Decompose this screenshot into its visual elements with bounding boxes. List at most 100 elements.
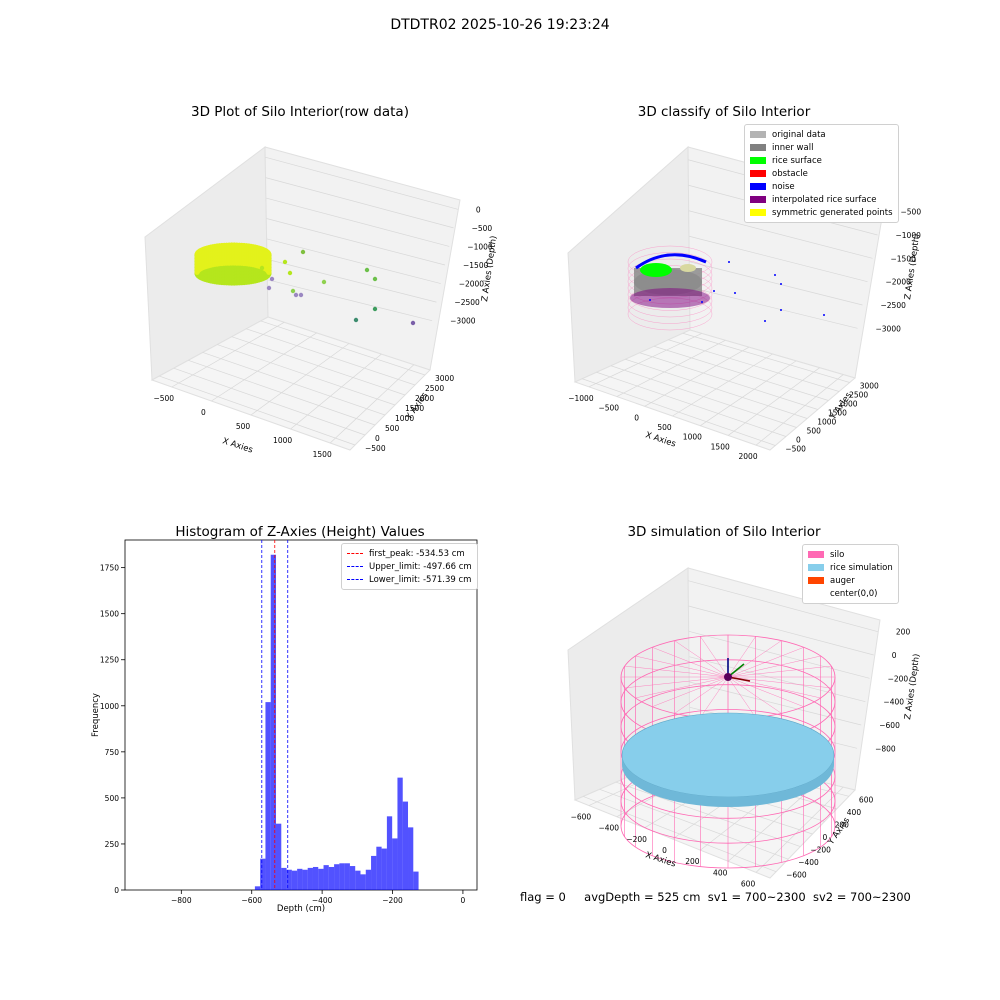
p2-ygrid bbox=[625, 358, 808, 419]
plot4-legend: silo rice simulation auger center(0,0) bbox=[802, 544, 899, 604]
p2-zgrid bbox=[689, 261, 863, 306]
p1-xtick: −500 bbox=[153, 394, 174, 403]
histogram-bar bbox=[339, 863, 345, 890]
p4-ztick: −400 bbox=[883, 698, 904, 707]
p2-ytick: 500 bbox=[807, 427, 822, 436]
p2-ygrid bbox=[639, 352, 818, 410]
plot4-legend-swatch bbox=[808, 564, 824, 571]
p1-ytick: 1500 bbox=[405, 404, 424, 413]
p4-xtick: −400 bbox=[598, 824, 619, 833]
plot4-silo-spoke bbox=[727, 665, 832, 678]
p2-xtick: 0 bbox=[634, 413, 639, 422]
p4-zgrid bbox=[688, 605, 874, 656]
plot4-title: 3D simulation of Silo Interior bbox=[627, 524, 821, 540]
plot4-silo-spoke bbox=[674, 676, 729, 714]
plot2-legend-swatch bbox=[750, 196, 766, 203]
p4-xtick: −200 bbox=[626, 835, 647, 844]
plot2-legend-label: obstacle bbox=[772, 168, 808, 179]
plot2-noise-point bbox=[701, 301, 703, 303]
plot1-point bbox=[266, 269, 272, 275]
plot4-legend-label: center(0,0) bbox=[830, 588, 878, 599]
plot4-silo-spoke bbox=[727, 676, 804, 707]
status-avg-depth: avgDepth = 525 cm bbox=[584, 890, 701, 904]
p2-xtick: 500 bbox=[657, 423, 672, 432]
histogram-bar bbox=[402, 801, 409, 890]
p1-ygrid bbox=[159, 375, 356, 446]
plot3-legend-line bbox=[347, 566, 363, 567]
p1-zgrid bbox=[267, 279, 433, 322]
p4-ygrid bbox=[615, 781, 801, 847]
p2-ytick: 1000 bbox=[817, 418, 836, 427]
plot4-legend-swatch bbox=[808, 590, 824, 597]
plot3-ytick: 750 bbox=[105, 748, 120, 757]
plot4-legend-item: auger bbox=[808, 574, 893, 587]
plot4-silo-spoke bbox=[700, 676, 729, 718]
histogram-bar bbox=[318, 868, 324, 890]
p1-xgrid bbox=[329, 364, 415, 444]
plot1-point bbox=[353, 317, 359, 323]
histogram-bar bbox=[397, 777, 403, 890]
p1-xtick: 500 bbox=[236, 422, 251, 431]
p1-ygrid bbox=[202, 352, 386, 416]
plot4-silo-spoke bbox=[674, 640, 729, 678]
p1-ygrid bbox=[260, 320, 426, 376]
histogram-bar bbox=[386, 816, 393, 890]
p1-xtick: 1500 bbox=[313, 450, 332, 459]
plot2-noise-arc bbox=[635, 253, 707, 270]
histogram-bar bbox=[365, 869, 372, 890]
plot4-silo-spoke bbox=[635, 676, 729, 699]
plot3-ytick: 1000 bbox=[100, 702, 119, 711]
plot1-title: 3D Plot of Silo Interior(row data) bbox=[191, 104, 409, 120]
p2-ytick: 1500 bbox=[828, 409, 847, 418]
p4-ztick: 0 bbox=[892, 651, 897, 660]
plot2-legend: original data inner wall rice surface obsta… bbox=[744, 124, 899, 223]
p1-ygrid bbox=[173, 367, 366, 436]
plot2-noise-point bbox=[734, 292, 736, 294]
plot4-legend-label: auger bbox=[830, 575, 855, 586]
p2-ytick: 2000 bbox=[838, 400, 857, 409]
plot3-legend-line bbox=[347, 579, 363, 580]
plot2-legend-swatch bbox=[750, 144, 766, 151]
histogram-bar bbox=[413, 871, 419, 890]
p2-xtick: −1000 bbox=[568, 394, 594, 403]
plot2-title: 3D classify of Silo Interior bbox=[637, 104, 811, 120]
p1-xgrid bbox=[250, 343, 350, 416]
histogram-bar bbox=[291, 870, 298, 890]
p4-xtick: −600 bbox=[571, 813, 592, 822]
plot2-legend-swatch bbox=[750, 183, 766, 190]
p4-zgrid bbox=[688, 580, 879, 633]
p4-ytick: 600 bbox=[859, 795, 874, 804]
histogram-bar bbox=[334, 864, 340, 890]
p2-xgrid bbox=[616, 339, 726, 397]
plot4-silo-spoke bbox=[727, 640, 782, 678]
plot3-ylabel: Frequency bbox=[91, 693, 101, 737]
p2-ygrid bbox=[682, 332, 850, 383]
plot4-legend-label: silo bbox=[830, 549, 845, 560]
plot3-ytick: 1500 bbox=[100, 610, 119, 619]
p2-ztick: −1500 bbox=[891, 254, 917, 263]
figure-title: DTDTR02 2025-10-26 19:23:24 bbox=[390, 17, 610, 33]
plot4-legend-item: silo bbox=[808, 548, 893, 561]
histogram-bar bbox=[307, 867, 313, 890]
plot1-point bbox=[410, 320, 416, 326]
p1-ygrid bbox=[246, 328, 416, 386]
p1-zgrid bbox=[265, 156, 458, 210]
p2-xgrid bbox=[728, 367, 820, 436]
histogram-bar bbox=[408, 827, 414, 890]
p1-ytick: −500 bbox=[365, 444, 386, 453]
p2-ygrid bbox=[668, 339, 840, 392]
plot2-legend-swatch bbox=[750, 209, 766, 216]
status-sv1: sv1 = 700~2300 bbox=[707, 890, 806, 904]
plot3-ytick: 1250 bbox=[100, 656, 119, 665]
plot2-noise-point bbox=[649, 299, 651, 301]
plot2-legend-label: original data bbox=[772, 129, 826, 140]
p1-ytick: 0 bbox=[375, 434, 380, 443]
p1-zgrid bbox=[265, 177, 454, 229]
p1-ygrid bbox=[231, 336, 406, 396]
p1-zgrid bbox=[265, 197, 450, 247]
p2-xtick: 2000 bbox=[739, 452, 758, 461]
histogram-bar bbox=[360, 874, 366, 890]
plot2-legend-item: obstacle bbox=[750, 167, 893, 180]
plot2-noise-point bbox=[774, 274, 776, 276]
plot3-legend-label: first_peak: -534.53 cm bbox=[369, 548, 465, 559]
